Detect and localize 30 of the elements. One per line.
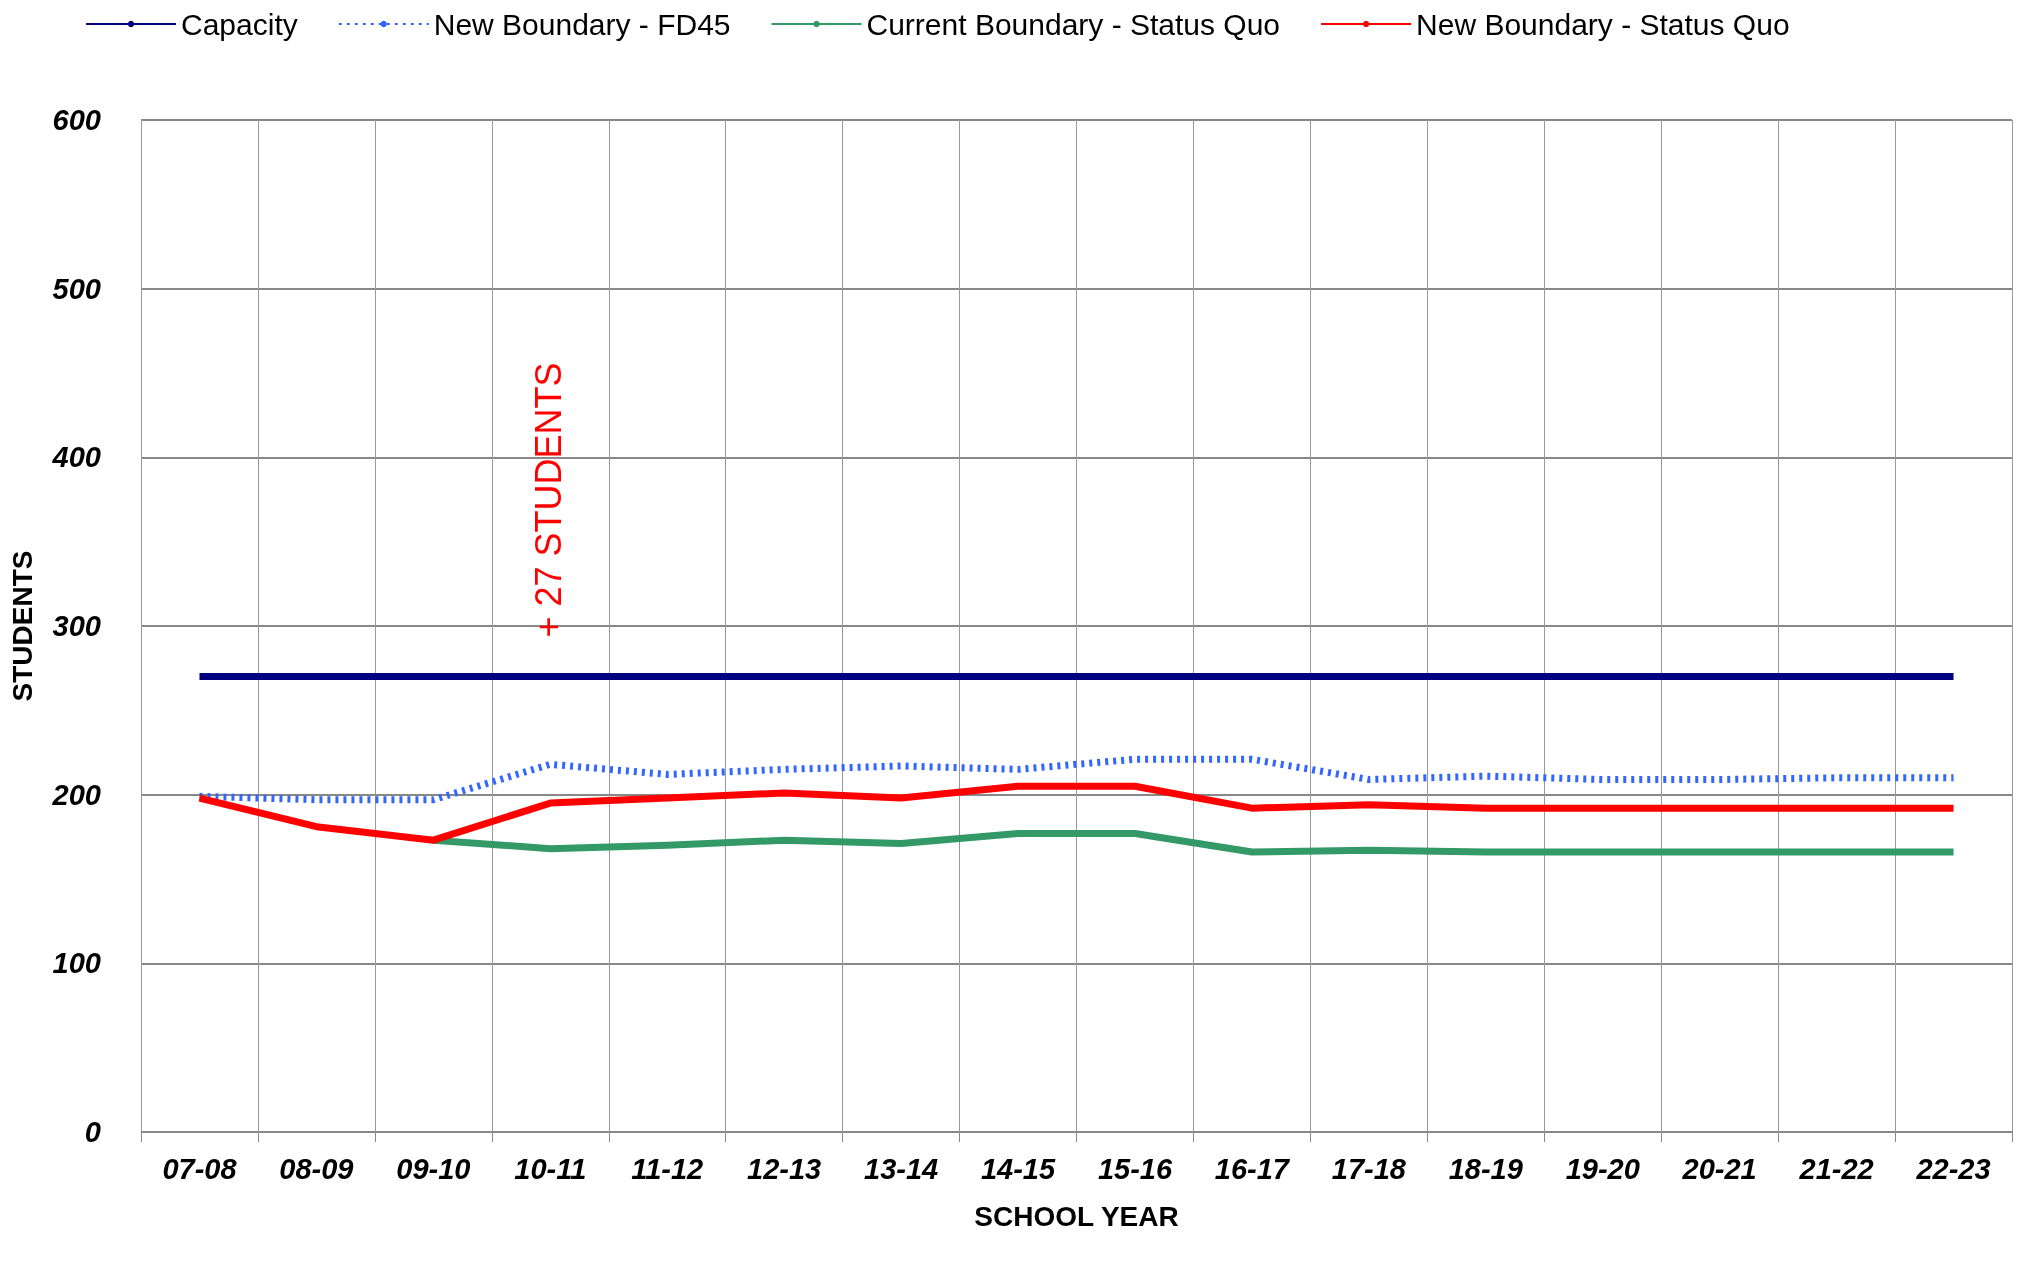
- legend-label: New Boundary - Status Quo: [1416, 7, 1790, 41]
- x-tick-label: 14-15: [980, 1152, 1056, 1185]
- x-tick-label: 11-12: [631, 1152, 704, 1185]
- x-tick-label: 18-19: [1448, 1152, 1523, 1185]
- x-tick-label: 15-16: [1097, 1152, 1173, 1185]
- legend-label: Capacity: [181, 7, 298, 41]
- y-tick-label: 100: [52, 947, 101, 980]
- legend-label: New Boundary - FD45: [433, 7, 731, 41]
- y-tick-label: 200: [51, 778, 101, 811]
- legend-label: Current Boundary - Status Quo: [866, 7, 1281, 41]
- x-tick-label: 12-13: [747, 1152, 822, 1185]
- y-tick-label: 500: [52, 272, 101, 305]
- x-tick-label: 08-09: [279, 1152, 354, 1185]
- x-tick-label: 22-23: [1915, 1152, 1991, 1185]
- x-tick-label: 16-17: [1214, 1152, 1291, 1185]
- x-tick-label: 13-14: [864, 1152, 939, 1185]
- y-tick-label: 600: [52, 104, 101, 136]
- annotation: + 27 STUDENTS: [527, 362, 569, 638]
- x-tick-label: 07-08: [162, 1152, 238, 1185]
- x-tick-label: 21-22: [1798, 1152, 1874, 1185]
- x-axis-title: SCHOOL YEAR: [974, 1200, 1179, 1232]
- x-tick-label: 10-11: [514, 1152, 587, 1185]
- y-tick-label: 0: [84, 1116, 101, 1148]
- x-tick-label: 09-10: [396, 1152, 471, 1185]
- y-tick-label: 400: [51, 441, 101, 474]
- y-axis-title: STUDENTS: [6, 550, 38, 702]
- x-tick-label: 19-20: [1565, 1152, 1640, 1185]
- x-tick-label: 20-21: [1681, 1152, 1757, 1185]
- x-tick-label: 17-18: [1331, 1152, 1407, 1185]
- y-tick-label: 300: [52, 610, 101, 642]
